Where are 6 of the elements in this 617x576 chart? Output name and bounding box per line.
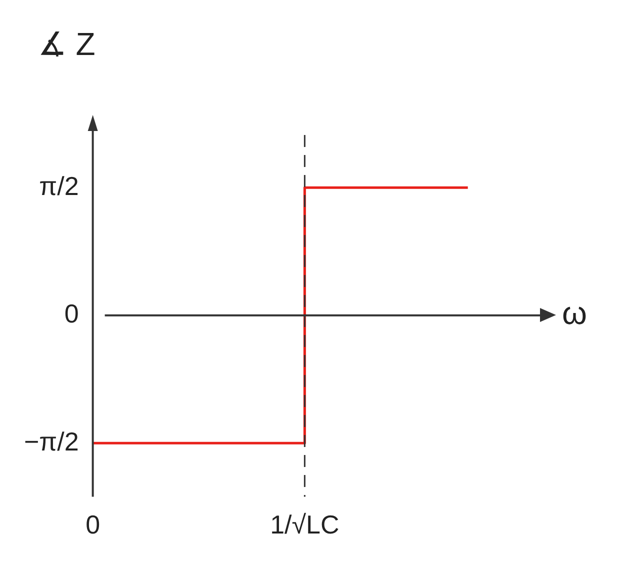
- y-tick-label: −π/2: [24, 426, 79, 456]
- x-tick-label: 1/√LC: [270, 510, 340, 540]
- y-tick-label: π/2: [39, 170, 79, 201]
- y-axis-title: ∡ Z: [38, 26, 96, 62]
- x-axis-title: ω: [562, 295, 587, 332]
- y-tick-label: 0: [64, 298, 79, 329]
